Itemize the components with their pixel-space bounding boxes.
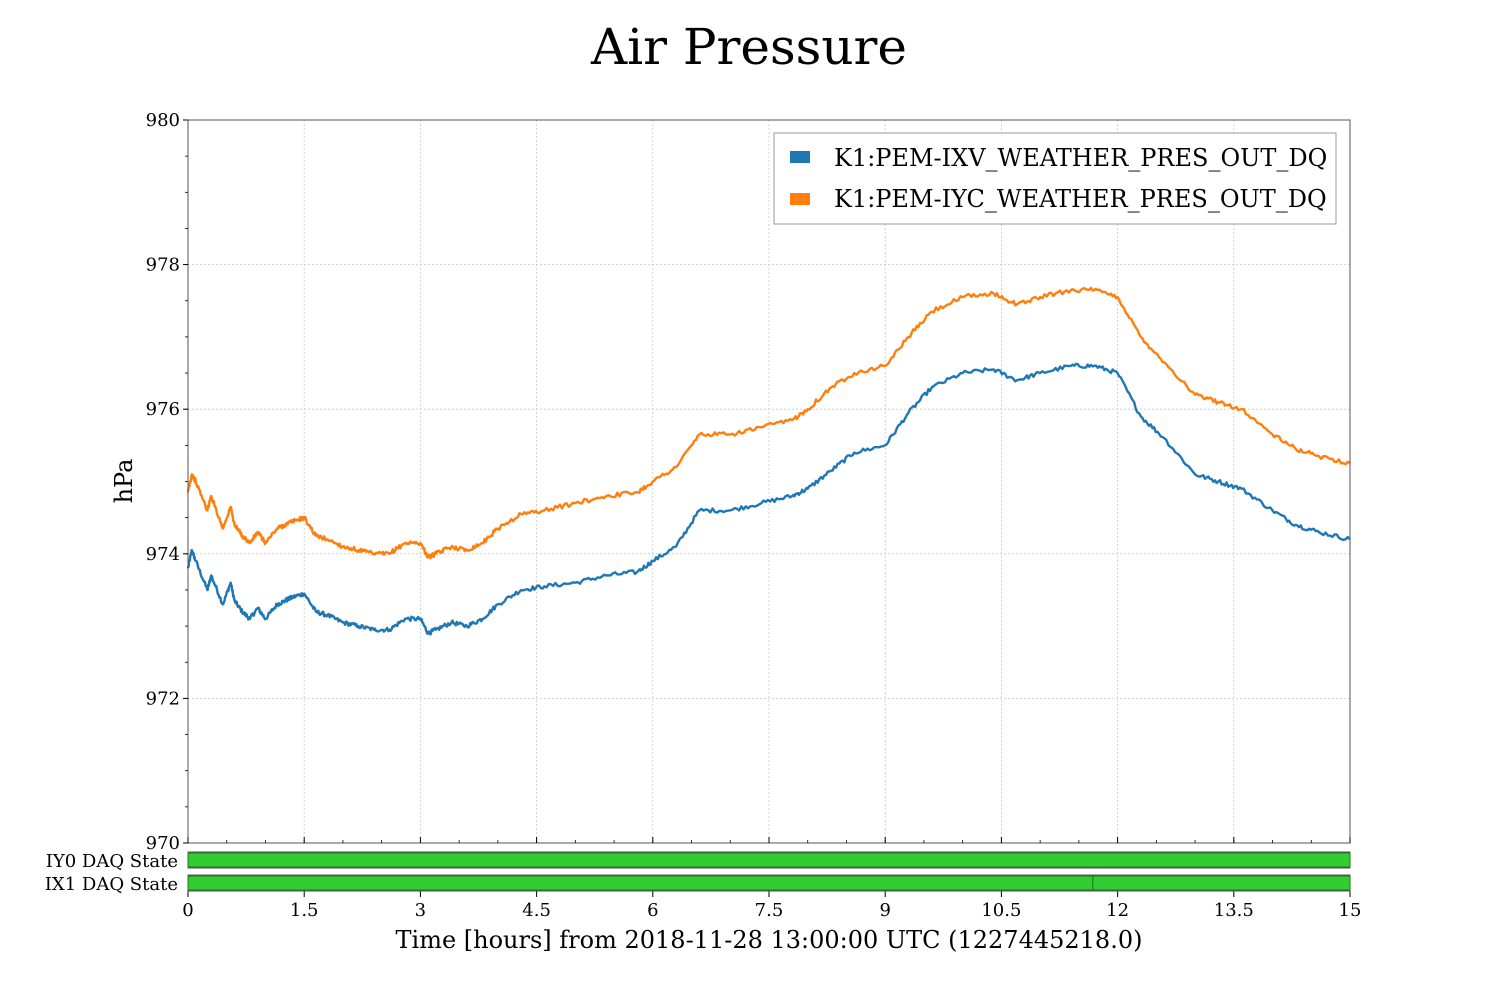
state-row-label: IY0 DAQ State xyxy=(46,851,178,872)
x-tick-label: 9 xyxy=(879,900,890,921)
series-lines xyxy=(186,286,1351,636)
state-segment xyxy=(187,875,1094,891)
legend-swatch-series-2 xyxy=(790,193,810,205)
series-line-2 xyxy=(186,286,1351,560)
y-axis-ticks: 970 972 974 976 978 980 xyxy=(146,110,188,854)
x-tick-label: 12 xyxy=(1106,900,1129,921)
legend-label-series-1: K1:PEM-IXV_WEATHER_PRES_OUT_DQ xyxy=(834,144,1327,172)
y-tick-label: 970 xyxy=(146,833,180,854)
series-line-1 xyxy=(186,362,1351,636)
y-tick-label: 976 xyxy=(146,399,180,420)
x-tick-label: 4.5 xyxy=(522,900,551,921)
x-tick-label: 10.5 xyxy=(981,900,1021,921)
y-tick-label: 974 xyxy=(146,544,180,565)
legend-swatch-series-1 xyxy=(790,151,810,163)
grid-lines xyxy=(188,120,1350,843)
x-tick-label: 3 xyxy=(415,900,426,921)
y-axis-label: hPa xyxy=(110,459,138,504)
y-tick-label: 972 xyxy=(146,688,180,709)
x-axis-label: Time [hours] from 2018-11-28 13:00:00 UT… xyxy=(396,926,1143,954)
legend-label-series-2: K1:PEM-IYC_WEATHER_PRES_OUT_DQ xyxy=(834,185,1327,213)
state-row-label: IX1 DAQ State xyxy=(45,874,178,895)
y-tick-label: 978 xyxy=(146,255,180,276)
x-tick-label: 13.5 xyxy=(1214,900,1254,921)
legend-box xyxy=(773,132,1337,225)
x-tick-label: 7.5 xyxy=(755,900,784,921)
x-tick-label: 1.5 xyxy=(290,900,319,921)
state-segment xyxy=(187,852,1351,868)
x-tick-label: 0 xyxy=(182,900,193,921)
legend: K1:PEM-IXV_WEATHER_PRES_OUT_DQ K1:PEM-IY… xyxy=(773,132,1337,225)
x-tick-label: 15 xyxy=(1339,900,1362,921)
chart-title: Air Pressure xyxy=(590,18,907,76)
x-tick-label: 6 xyxy=(647,900,658,921)
state-segment xyxy=(1092,875,1351,891)
y-tick-label: 980 xyxy=(146,110,180,131)
x-axis-ticks: 0 1.5 3 4.5 6 7.5 9 10.5 12 13.5 15 xyxy=(182,837,1361,921)
